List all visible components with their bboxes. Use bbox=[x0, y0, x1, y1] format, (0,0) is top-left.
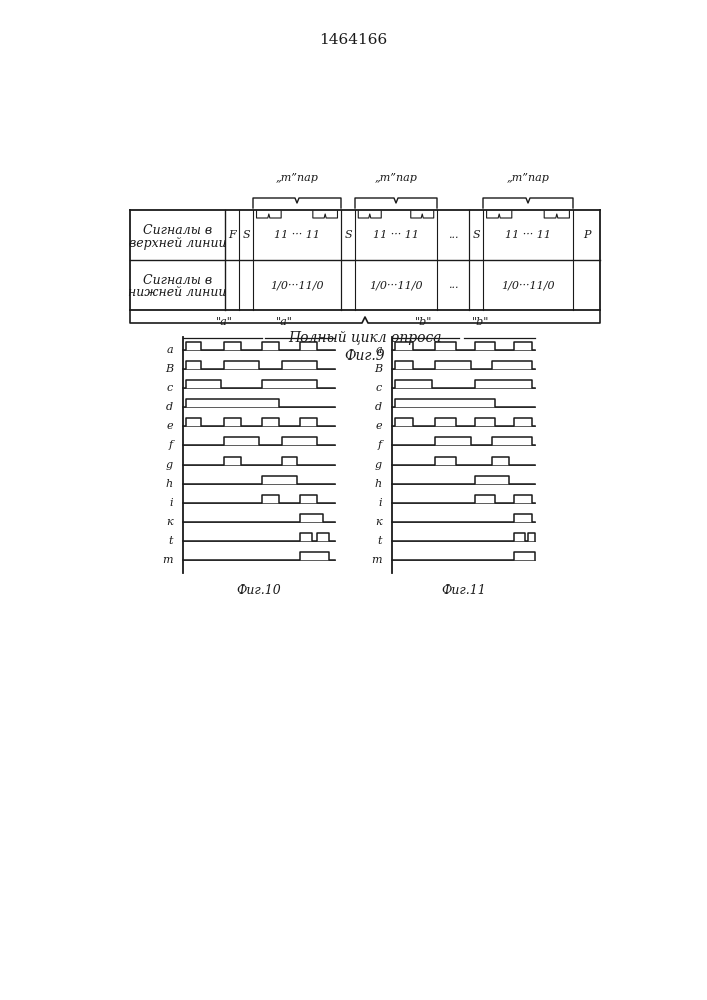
Text: a: a bbox=[375, 345, 382, 355]
Text: f: f bbox=[378, 440, 382, 450]
Text: m: m bbox=[371, 555, 382, 565]
Text: „m”пар: „m”пар bbox=[276, 173, 318, 183]
Text: к: к bbox=[375, 517, 382, 527]
Text: h: h bbox=[166, 479, 173, 489]
Text: h: h bbox=[375, 479, 382, 489]
Text: S: S bbox=[243, 230, 250, 240]
Text: ...: ... bbox=[448, 280, 458, 290]
Text: ...: ... bbox=[448, 230, 458, 240]
Text: "a": "a" bbox=[216, 317, 233, 327]
Text: Сигналы в: Сигналы в bbox=[143, 224, 212, 236]
Text: S: S bbox=[472, 230, 480, 240]
Text: верхней линии: верхней линии bbox=[129, 236, 226, 249]
Text: a: a bbox=[166, 345, 173, 355]
Text: нижней линии: нижней линии bbox=[128, 286, 227, 300]
Text: к: к bbox=[166, 517, 173, 527]
Text: i: i bbox=[170, 498, 173, 508]
Text: „m”пар: „m”пар bbox=[375, 173, 417, 183]
Text: i: i bbox=[378, 498, 382, 508]
Text: "b": "b" bbox=[472, 317, 489, 327]
Text: 11 ··· 11: 11 ··· 11 bbox=[505, 230, 551, 240]
Text: 1464166: 1464166 bbox=[319, 33, 387, 47]
Text: c: c bbox=[167, 383, 173, 393]
Text: F: F bbox=[228, 230, 236, 240]
Text: g: g bbox=[166, 460, 173, 470]
Text: d: d bbox=[375, 402, 382, 412]
Text: 11 ··· 11: 11 ··· 11 bbox=[373, 230, 419, 240]
Text: P: P bbox=[583, 230, 590, 240]
Text: B: B bbox=[165, 364, 173, 374]
Text: g: g bbox=[375, 460, 382, 470]
Text: f: f bbox=[169, 440, 173, 450]
Text: "a": "a" bbox=[276, 317, 293, 327]
Text: e: e bbox=[166, 421, 173, 431]
Text: "b": "b" bbox=[415, 317, 432, 327]
Text: Полный цикл опроса: Полный цикл опроса bbox=[288, 331, 442, 345]
Text: 1/0···11/0: 1/0···11/0 bbox=[501, 280, 555, 290]
Text: e: e bbox=[375, 421, 382, 431]
Text: 1/0···11/0: 1/0···11/0 bbox=[369, 280, 423, 290]
Text: t: t bbox=[168, 536, 173, 546]
Text: Сигналы в: Сигналы в bbox=[143, 273, 212, 286]
Text: 1/0···11/0: 1/0···11/0 bbox=[270, 280, 324, 290]
Text: Фиг.11: Фиг.11 bbox=[441, 584, 486, 596]
Text: m: m bbox=[163, 555, 173, 565]
Text: t: t bbox=[378, 536, 382, 546]
Text: d: d bbox=[166, 402, 173, 412]
Text: „m”пар: „m”пар bbox=[506, 173, 549, 183]
Text: S: S bbox=[344, 230, 352, 240]
Text: Фиг.10: Фиг.10 bbox=[237, 584, 281, 596]
Text: Фиг.9: Фиг.9 bbox=[345, 349, 385, 363]
Text: B: B bbox=[374, 364, 382, 374]
Text: c: c bbox=[375, 383, 382, 393]
Text: 11 ··· 11: 11 ··· 11 bbox=[274, 230, 320, 240]
